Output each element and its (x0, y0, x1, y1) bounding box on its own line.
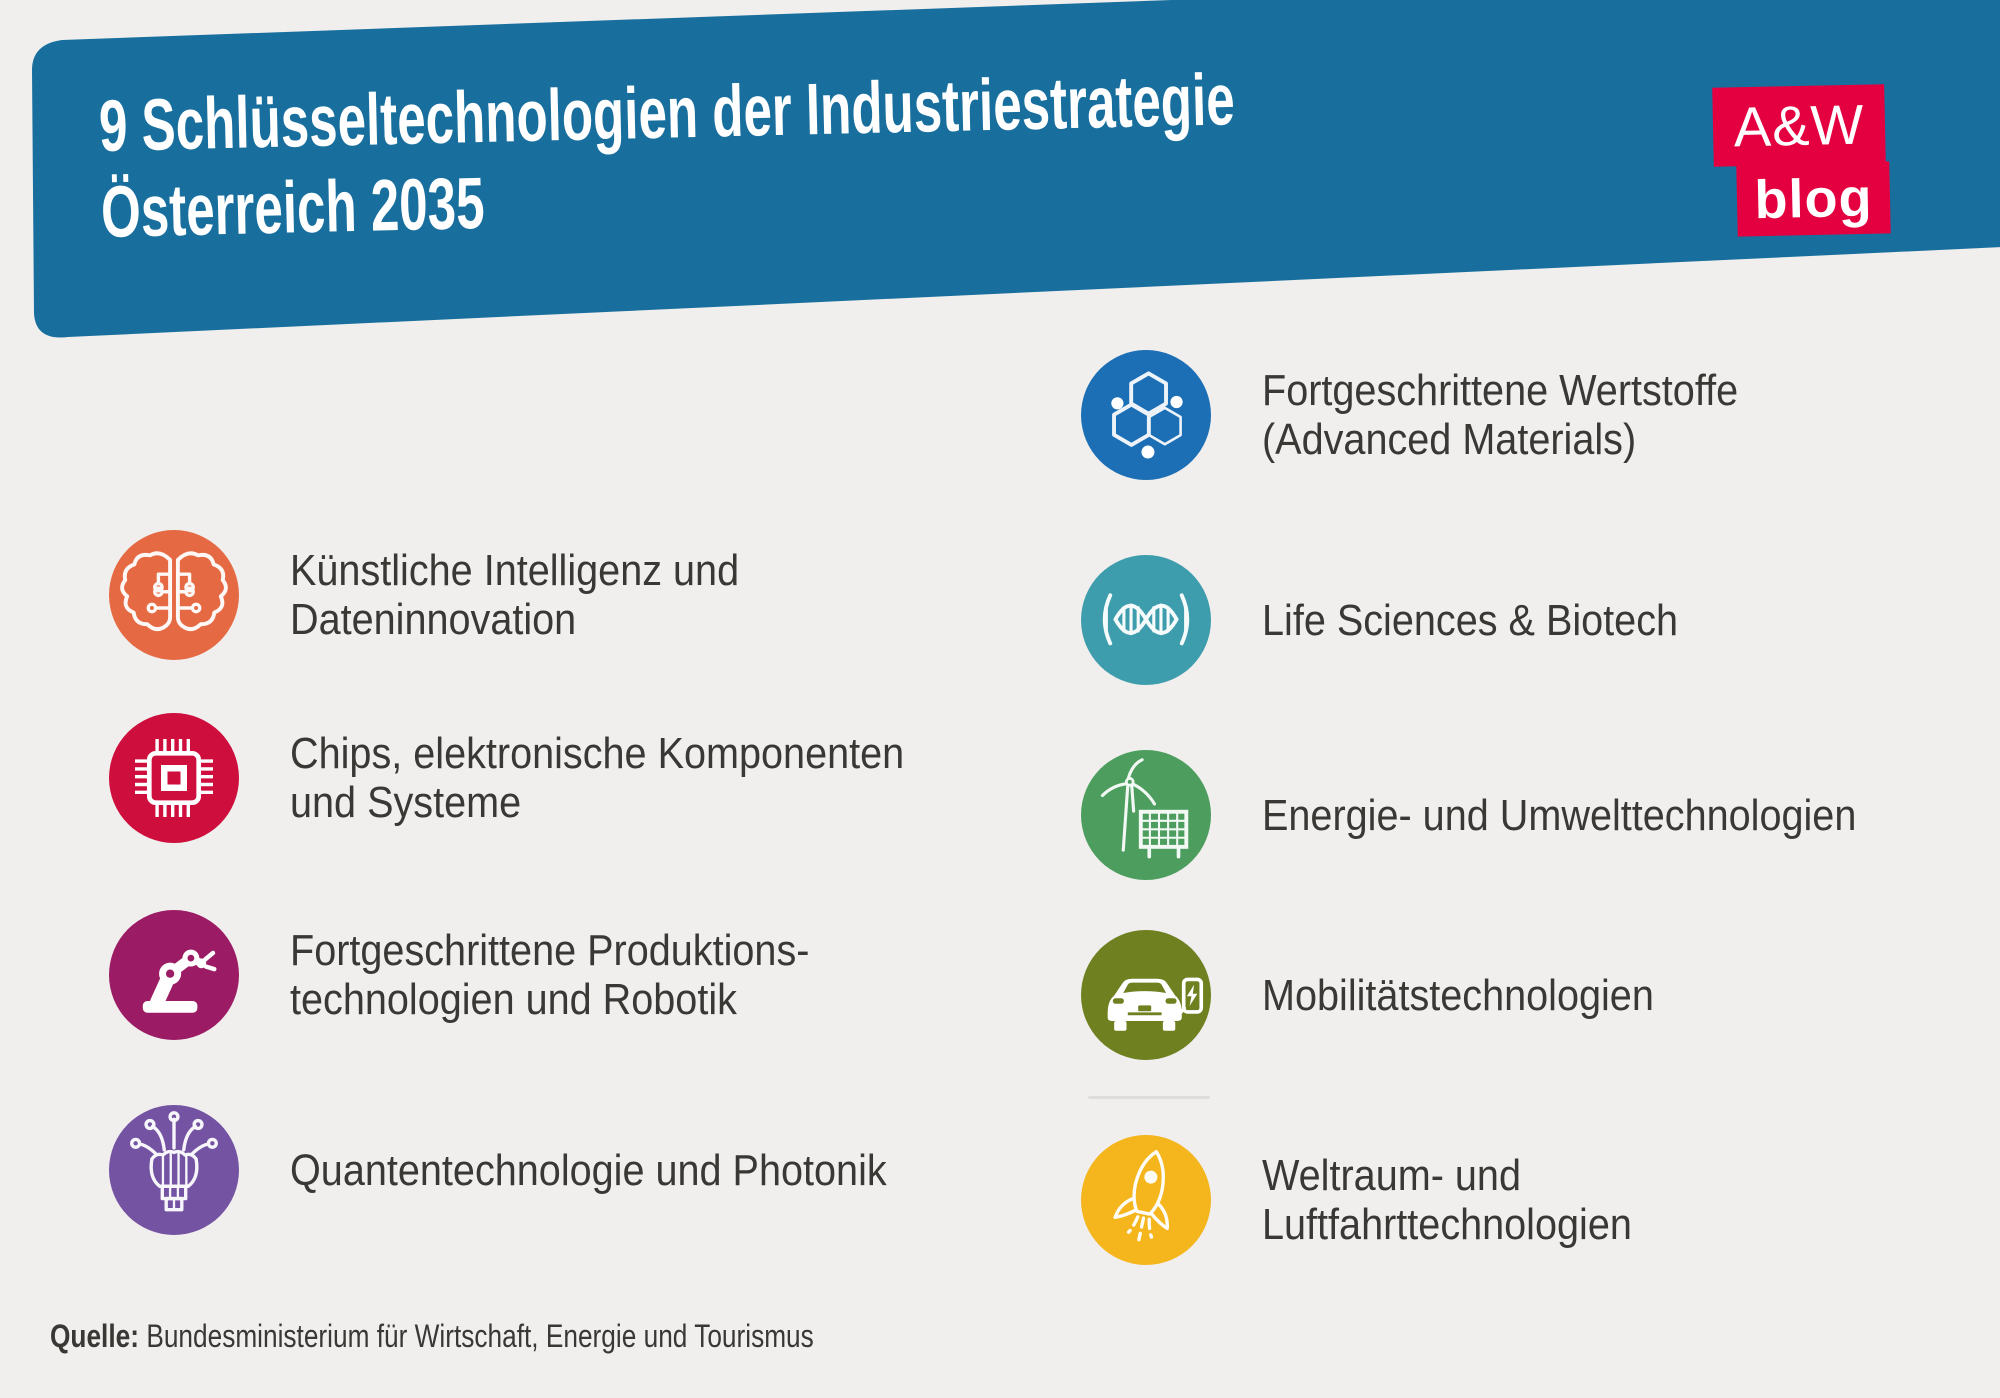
divider-line (1088, 1096, 1210, 1099)
item-ai: Künstliche Intelligenz und Dateninnovati… (109, 530, 789, 660)
item-label: Weltraum- und Luftfahrttechnologien (1262, 1151, 1632, 1249)
item-life-sciences: Life Sciences & Biotech (1081, 555, 1724, 685)
photonics-bulb-icon (109, 1105, 239, 1235)
item-label: Chips, elektronische Komponenten und Sys… (290, 729, 905, 827)
item-materials: Fortgeschrittene Wertstoffe (Advanced Ma… (1081, 350, 1791, 480)
blog-logo: blog (1736, 161, 1891, 237)
item-robotics: Fortgeschrittene Produktions- technologi… (109, 910, 867, 1040)
aw-logo: A&W (1712, 84, 1886, 167)
ev-charging-icon (1081, 930, 1211, 1060)
wind-turbine-solar-icon (1081, 750, 1211, 880)
item-mobility: Mobilitätstechnologien (1081, 930, 1697, 1060)
item-energy: Energie- und Umwelttechnologien (1081, 750, 1922, 880)
item-quantum: Quantentechnologie und Photonik (109, 1105, 953, 1235)
source-note: Quelle: Bundesministerium für Wirtschaft,… (50, 1318, 814, 1354)
item-chips: Chips, elektronische Komponenten und Sys… (109, 713, 972, 843)
hexagon-molecules-icon (1081, 350, 1211, 480)
source-label: Quelle: (50, 1318, 139, 1354)
item-label: Mobilitätstechnologien (1262, 970, 1654, 1020)
rocket-icon (1081, 1135, 1211, 1265)
item-label: Life Sciences & Biotech (1262, 595, 1679, 645)
item-label: Künstliche Intelligenz und Dateninnovati… (290, 546, 740, 644)
brain-circuit-icon (109, 530, 239, 660)
item-space: Weltraum- und Luftfahrttechnologien (1081, 1135, 1673, 1265)
robot-arm-icon (109, 910, 239, 1040)
chip-icon (109, 713, 239, 843)
item-label: Fortgeschrittene Produktions- technologi… (290, 926, 810, 1024)
item-label: Fortgeschrittene Wertstoffe (Advanced Ma… (1262, 366, 1739, 464)
blog-logo-text: blog (1753, 167, 1874, 231)
page-title: 9 Schlüsseltechnologien der Industriestr… (98, 57, 1238, 256)
banner-shape (32, 0, 2000, 338)
item-label: Energie- und Umwelttechnologien (1262, 790, 1857, 840)
source-text: Bundesministerium für Wirtschaft, Energi… (146, 1318, 814, 1354)
aw-logo-text: A&W (1733, 92, 1865, 159)
header-banner: 9 Schlüsseltechnologien der Industriestr… (0, 0, 2000, 360)
item-label: Quantentechnologie und Photonik (290, 1145, 887, 1195)
dna-icon (1081, 555, 1211, 685)
